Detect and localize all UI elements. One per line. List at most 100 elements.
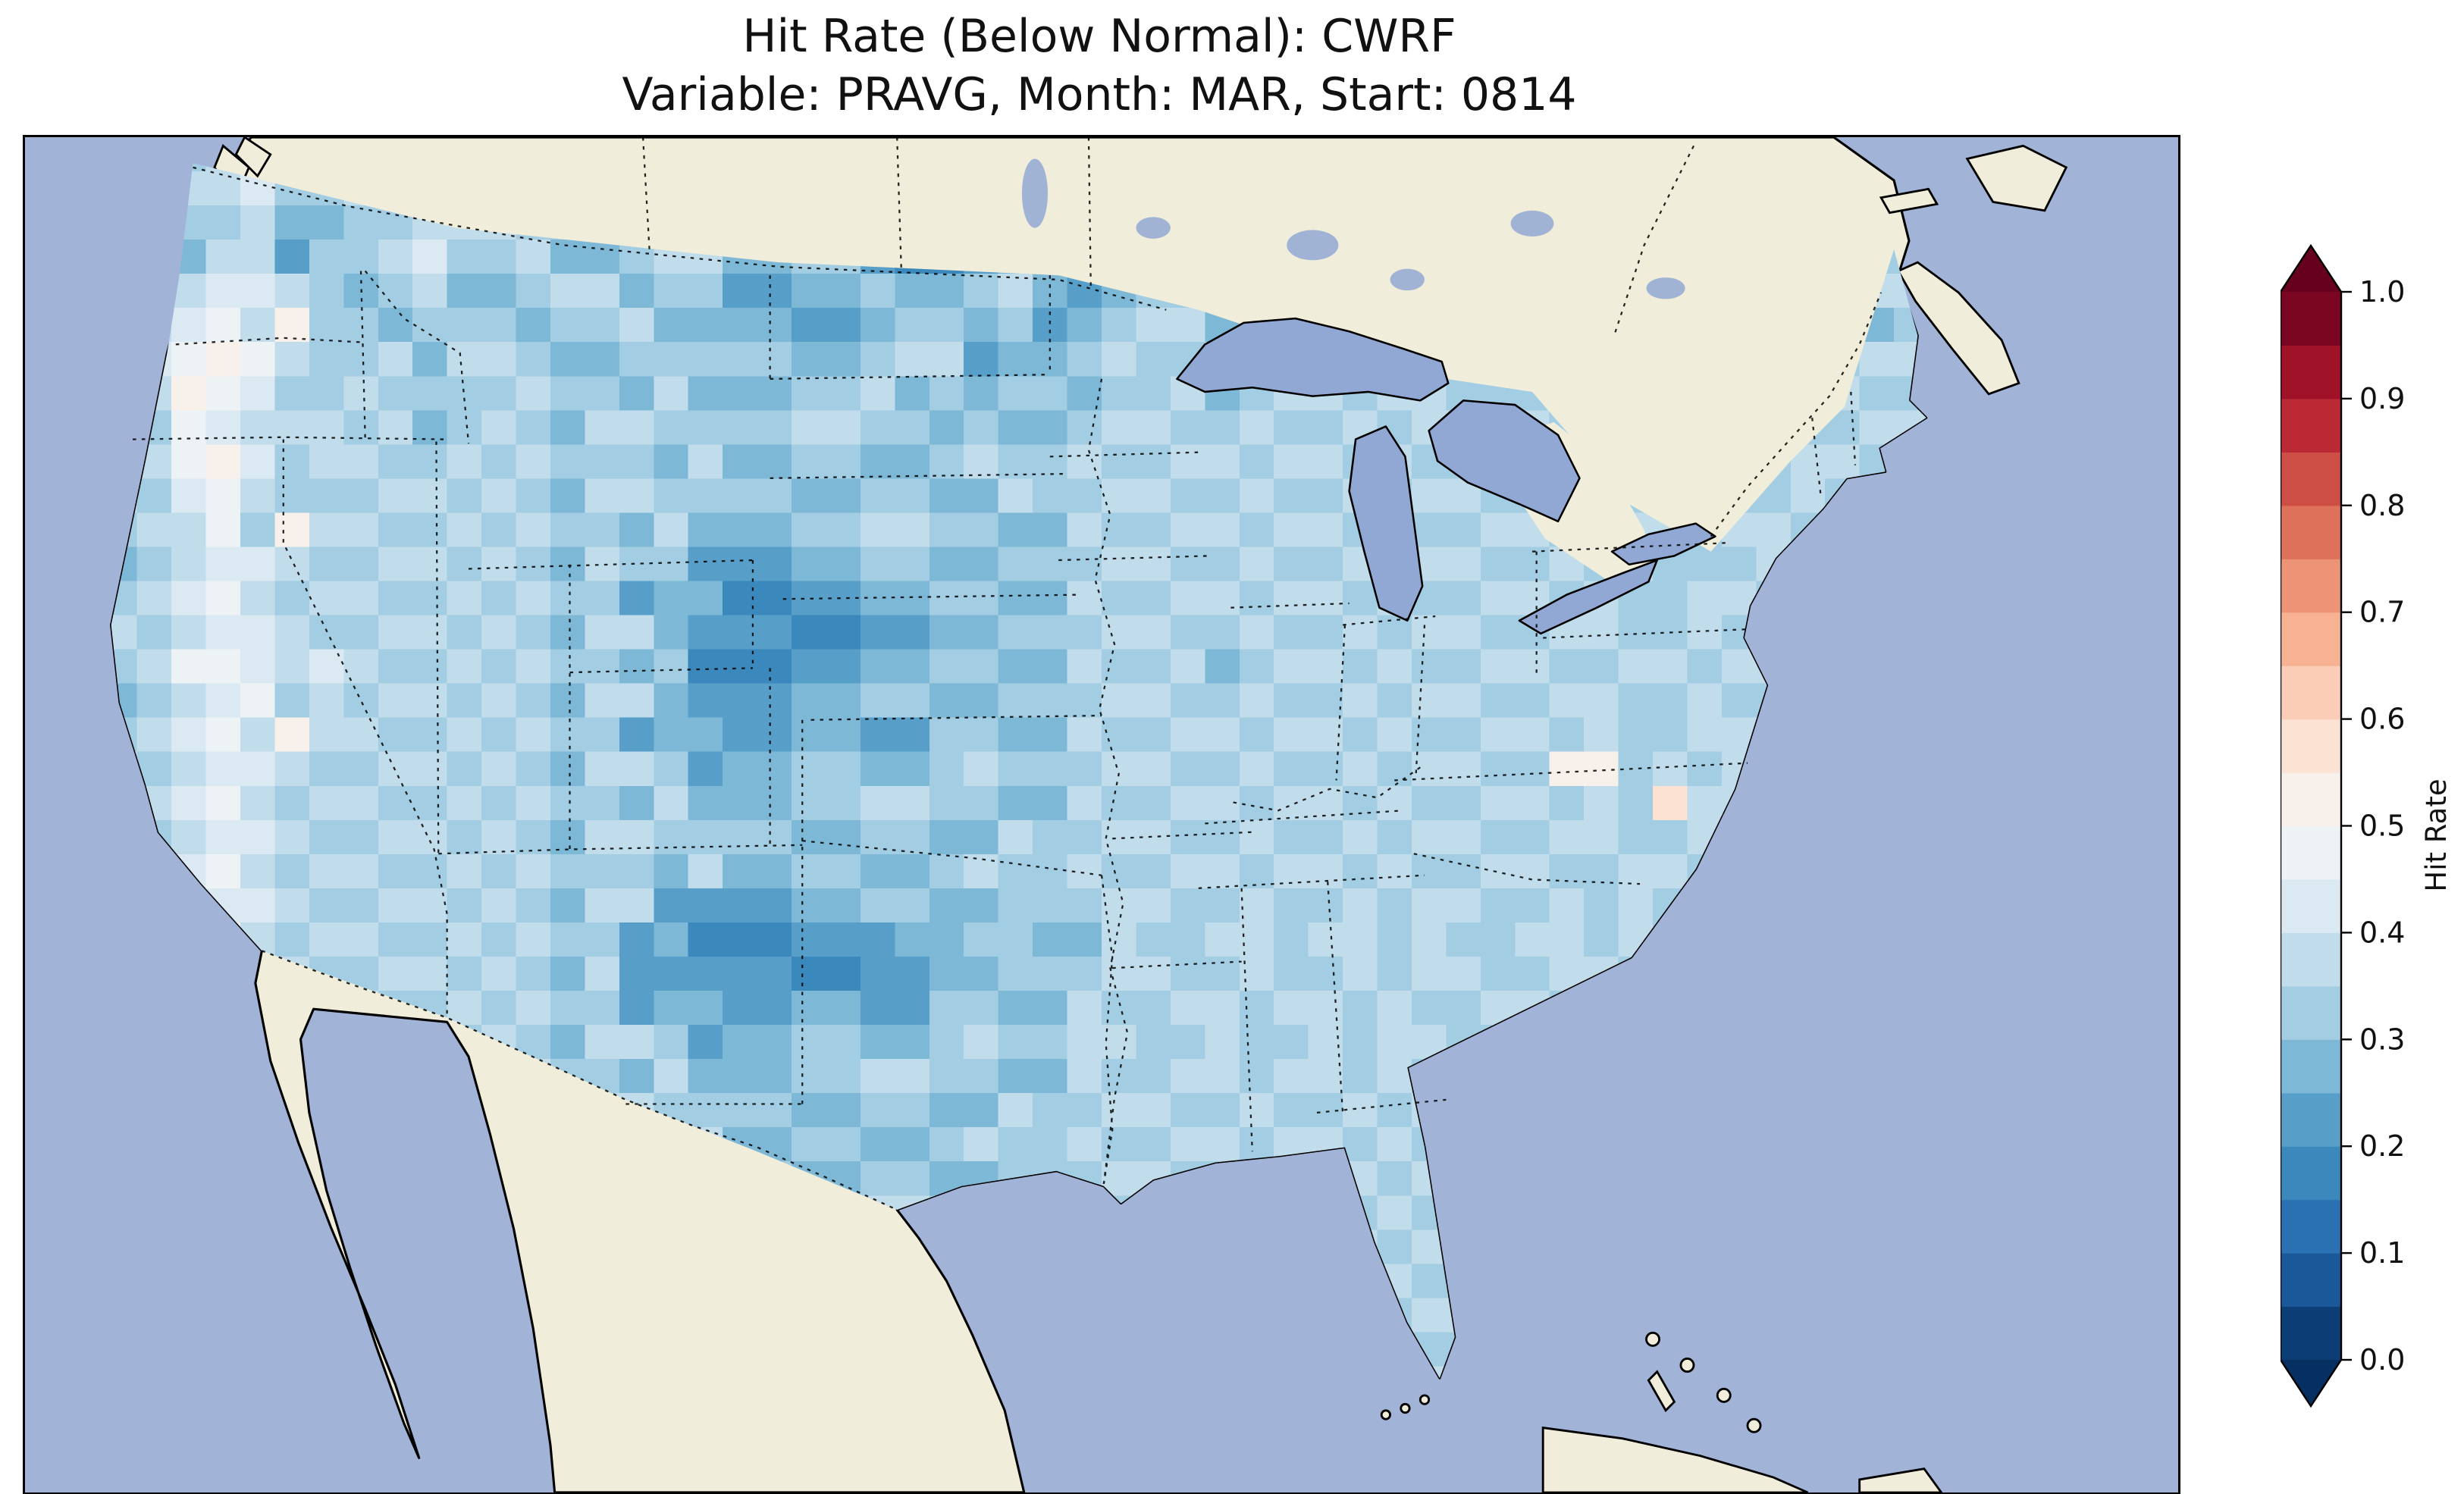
heatmap-cell <box>1308 956 1344 992</box>
heatmap-cell <box>619 991 655 1026</box>
heatmap-cell <box>481 308 517 343</box>
heatmap-cell <box>895 478 930 514</box>
heatmap-cell <box>1067 649 1103 684</box>
heatmap-cell <box>516 410 552 446</box>
heatmap-cell <box>1170 751 1206 787</box>
heatmap-cell <box>1343 819 1378 856</box>
heatmap-cell <box>309 922 345 958</box>
heatmap-cell <box>1033 922 1068 958</box>
heatmap-cell <box>585 615 620 650</box>
heatmap-cell <box>447 274 483 309</box>
heatmap-cell <box>309 274 345 309</box>
heatmap-cell <box>205 171 242 207</box>
heatmap-cell <box>1205 991 1240 1026</box>
heatmap-cell <box>654 956 689 992</box>
heatmap-cell <box>1377 785 1413 821</box>
heatmap-cell <box>1136 581 1172 616</box>
heatmap-cell <box>688 1025 724 1060</box>
heatmap-cell <box>1584 717 1619 753</box>
heatmap-cell <box>1411 512 1447 548</box>
heatmap-cell <box>1411 615 1447 650</box>
heatmap-cell <box>654 991 689 1026</box>
heatmap-cell <box>757 308 793 343</box>
heatmap-cell <box>1102 376 1137 412</box>
heatmap-cell <box>964 956 999 992</box>
colorbar-segment <box>2281 1092 2341 1147</box>
heatmap-cell <box>826 376 862 412</box>
heatmap-cell <box>1102 1093 1137 1129</box>
heatmap-cell <box>136 512 173 548</box>
heatmap-cell <box>585 683 620 719</box>
heatmap-cell <box>1274 683 1309 719</box>
heatmap-cell <box>1859 410 1895 446</box>
heatmap-cell <box>378 751 414 787</box>
heatmap-cell <box>1033 785 1068 821</box>
heatmap-cell <box>171 785 207 821</box>
heatmap-cell <box>688 478 724 514</box>
heatmap-cell <box>792 991 827 1026</box>
heatmap-cell <box>1274 1059 1309 1095</box>
heatmap-cell <box>895 444 930 480</box>
heatmap-cell <box>964 717 999 753</box>
heatmap-cell <box>1205 683 1240 719</box>
heatmap-cell <box>1377 1127 1413 1163</box>
heatmap-cell <box>998 649 1034 684</box>
heatmap-cell <box>1274 547 1309 582</box>
heatmap-cell <box>412 683 448 719</box>
heatmap-cell <box>171 547 207 582</box>
heatmap-cell <box>688 991 724 1026</box>
heatmap-cell <box>1687 615 1723 650</box>
heatmap-cell <box>343 717 379 753</box>
heatmap-cell <box>792 853 827 890</box>
heatmap-cell <box>688 922 724 958</box>
heatmap-cell <box>550 683 586 719</box>
heatmap-cell <box>1067 308 1103 343</box>
heatmap-cell <box>895 1059 930 1095</box>
florida-keys <box>1380 1409 1391 1420</box>
colorbar: 0.0 0.1 0.2 0.3 0.4 0.5 0.6 0.7 0.8 0.9 1.0 Hit Ra… <box>2281 244 2464 1415</box>
heatmap-cell <box>1343 922 1378 958</box>
heatmap-cell <box>240 581 276 616</box>
heatmap-cell <box>1239 1093 1275 1129</box>
heatmap-cell <box>481 581 517 616</box>
heatmap-cell <box>1343 751 1378 787</box>
heatmap-cell <box>1239 683 1275 719</box>
heatmap-cell <box>654 888 689 924</box>
heatmap-cell <box>1515 922 1550 958</box>
heatmap-cell <box>378 615 414 650</box>
heatmap-cell <box>1343 717 1378 753</box>
heatmap-cell <box>1274 853 1309 890</box>
heatmap-cell <box>1274 922 1309 958</box>
heatmap-cell <box>240 751 276 787</box>
heatmap-cell <box>550 342 586 377</box>
heatmap-cell <box>1653 649 1688 684</box>
heatmap-cell <box>1274 785 1309 821</box>
heatmap-cell <box>619 683 655 719</box>
heatmap-cell <box>585 274 620 309</box>
heatmap-cell <box>274 751 311 787</box>
heatmap-cell <box>516 240 552 275</box>
heatmap-cell <box>1102 649 1137 684</box>
heatmap-cell <box>964 410 999 446</box>
heatmap-cell <box>654 1025 689 1060</box>
heatmap-cell <box>516 444 552 480</box>
heatmap-cell <box>1170 410 1206 446</box>
heatmap-cell <box>1411 1264 1447 1299</box>
heatmap-cell <box>757 717 793 753</box>
great-lakes <box>1176 317 1716 635</box>
heatmap-cell <box>1136 956 1172 992</box>
heatmap-cell <box>412 547 448 582</box>
heatmap-cell <box>757 444 793 480</box>
lake-superior <box>1176 317 1450 402</box>
heatmap-cell <box>860 922 896 958</box>
heatmap-cell <box>447 512 483 548</box>
heatmap-cell <box>1343 888 1378 924</box>
colorbar-tick-label: 0.5 <box>2359 810 2405 843</box>
heatmap-cell <box>1033 717 1068 753</box>
heatmap-cell <box>723 991 758 1026</box>
heatmap-cell <box>1033 751 1068 787</box>
heatmap-cell <box>1377 717 1413 753</box>
heatmap-cell <box>343 205 379 241</box>
heatmap-cell <box>895 274 930 309</box>
heatmap-cell <box>1136 512 1172 548</box>
